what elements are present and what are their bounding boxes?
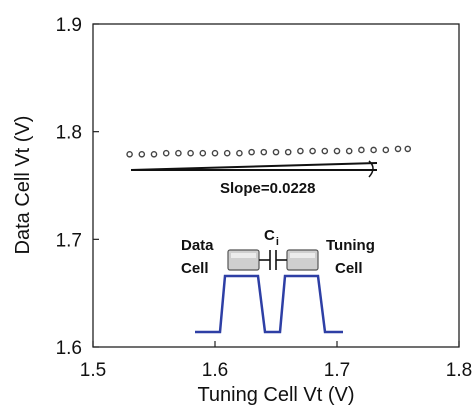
data-point: [333, 147, 341, 155]
data-point: [297, 147, 304, 155]
data-point: [309, 147, 316, 155]
y-tick-label: 1.6: [56, 338, 82, 359]
axis-ticks: 1.5 1.6 1.7 1.81.61.71.81.9: [56, 15, 473, 381]
tuning-cell-block-highlight: [290, 253, 315, 258]
data-point: [223, 149, 231, 157]
data-point: [394, 145, 402, 153]
data-point: [236, 149, 243, 157]
data-cell-label-line2: Cell: [181, 260, 209, 277]
y-axis-title: Data Cell Vt (V): [12, 116, 34, 255]
data-point: [260, 148, 268, 156]
tuning-cell-label-line1: Tuning: [326, 237, 375, 254]
slope-arc: [368, 160, 374, 178]
plot-area-frame: [92, 23, 460, 348]
data-point: [248, 148, 255, 156]
data-point: [138, 150, 146, 158]
data-point: [284, 148, 292, 156]
data-point: [358, 146, 365, 154]
slope-label: Slope=0.0228: [220, 180, 315, 197]
data-cell-block-highlight: [231, 253, 256, 258]
y-tick-label: 1.8: [56, 123, 82, 144]
data-cell-label-line1: Data: [181, 237, 214, 254]
gate-waveform: [195, 274, 343, 334]
data-point: [211, 149, 219, 157]
coupling-capacitance-label: Ci: [264, 227, 279, 248]
capacitor-symbol-icon: [259, 250, 287, 270]
slope-line-upper: [130, 162, 378, 171]
data-point: [382, 146, 390, 154]
data-point: [272, 148, 280, 156]
slope-indicator: [130, 160, 378, 178]
data-point: [175, 149, 182, 157]
data-point: [370, 146, 377, 154]
tuning-cell-label-line2: Cell: [335, 260, 363, 277]
data-point: [162, 149, 170, 157]
x-axis-title: Tuning Cell Vt (V): [197, 384, 354, 406]
cell-schematic-inset: Data Cell Tuning Cell Ci: [181, 227, 375, 334]
data-point: [345, 147, 353, 155]
data-points: [126, 145, 412, 158]
data-point: [126, 150, 133, 158]
x-tick-label: 1.6: [202, 360, 228, 381]
data-point: [199, 149, 207, 157]
data-point: [187, 149, 194, 157]
y-tick-label: 1.9: [56, 15, 82, 36]
x-tick-label: 1.5: [80, 360, 106, 381]
x-tick-label: 1.8: [446, 360, 472, 381]
y-tick-label: 1.7: [56, 230, 82, 251]
x-tick-label: 1.7: [324, 360, 350, 381]
data-point: [150, 150, 158, 158]
data-point: [321, 147, 329, 155]
data-point: [404, 145, 412, 153]
